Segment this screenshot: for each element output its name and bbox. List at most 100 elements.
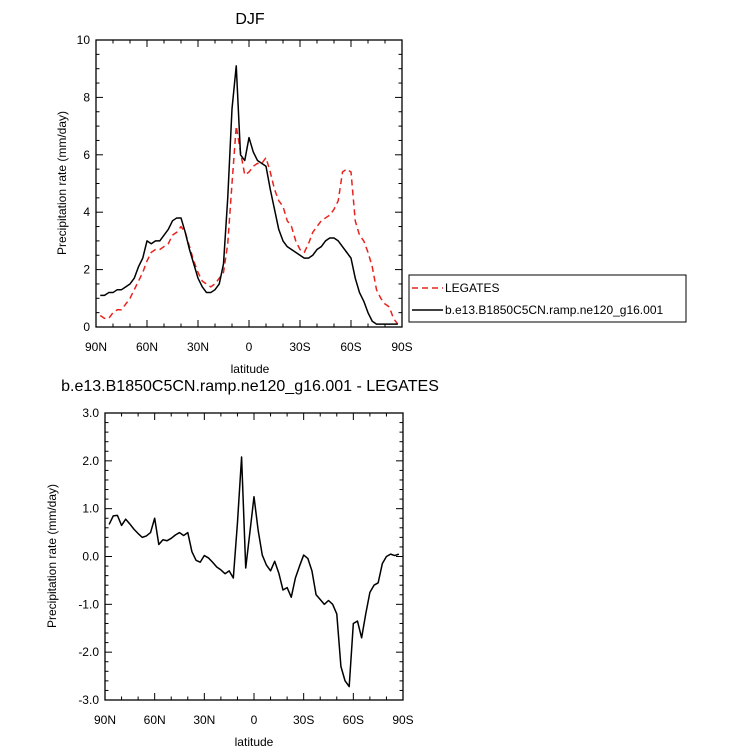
series-0-point <box>308 243 309 244</box>
x-tick-label: 30S <box>289 340 310 354</box>
series-0-point <box>146 535 147 536</box>
series-1-point <box>393 324 394 325</box>
series-0-point <box>112 312 113 313</box>
y-tick-label: 0 <box>83 320 90 334</box>
series-0-point <box>295 240 296 241</box>
series-0-point <box>365 613 366 614</box>
series-0-point <box>278 200 279 201</box>
series-0-point <box>236 126 237 127</box>
series-0-point <box>274 189 275 190</box>
series-1-point <box>321 246 322 247</box>
series-1-point <box>155 240 156 241</box>
x-tick-label: 30N <box>187 340 209 354</box>
series-0-point <box>393 318 394 319</box>
series-0-point <box>265 157 266 158</box>
series-0-point <box>142 537 143 538</box>
series-0-point <box>125 519 126 520</box>
series-0-point <box>282 206 283 207</box>
x-axis-label: latitude <box>231 362 270 376</box>
series-0-point <box>172 235 173 236</box>
mean-precip-panel: DJF 90N 60N 30N 0 30S 60S 90S 0 2 4 6 8 10 latitude… <box>55 11 687 376</box>
series-1-point <box>168 229 169 230</box>
series-0-point <box>159 249 160 250</box>
series-0-point <box>291 597 292 598</box>
y-tick-label: -2.0 <box>78 645 99 659</box>
series-0-point <box>257 163 258 164</box>
series-0-point <box>138 280 139 281</box>
y-tick-label: 6 <box>83 148 90 162</box>
series-0-point <box>206 283 207 284</box>
series-1-point <box>244 160 245 161</box>
series-1-point <box>202 286 203 287</box>
series-0-point <box>138 533 139 534</box>
series-0-point <box>208 557 209 558</box>
series-0-point <box>233 577 234 578</box>
series-0-point <box>340 666 341 667</box>
series-0-point <box>287 220 288 221</box>
series-0-point <box>338 200 339 201</box>
series-1-point <box>270 189 271 190</box>
series-1-point <box>189 249 190 250</box>
series-1-point <box>214 289 215 290</box>
x-tick-label: 90S <box>392 713 413 727</box>
series-1-point <box>325 240 326 241</box>
series-0-point <box>342 171 343 172</box>
legend-box <box>408 274 687 323</box>
series-0-point <box>304 252 305 253</box>
series-1-point <box>151 243 152 244</box>
series-0-point <box>282 589 283 590</box>
series-0-point <box>197 272 198 273</box>
y-tick-label: -3.0 <box>78 693 99 707</box>
series-1-point <box>333 237 334 238</box>
legend-label-model: b.e13.B1850C5CN.ramp.ne120_g16.001 <box>445 303 663 317</box>
series-0-point <box>227 243 228 244</box>
series-0-point <box>162 539 163 540</box>
series-0-point <box>386 556 387 557</box>
series-1-point <box>312 255 313 256</box>
series-1-point <box>129 283 130 284</box>
series-1-point <box>104 295 105 296</box>
series-0-point <box>328 600 329 601</box>
series-0-point <box>320 599 321 600</box>
series-1-point <box>274 209 275 210</box>
series-1-point <box>397 324 398 325</box>
series-line-0 <box>108 456 400 688</box>
series-1-point <box>121 289 122 290</box>
series-1-point <box>342 246 343 247</box>
series-1-point <box>210 292 211 293</box>
chart-title: DJF <box>235 11 265 28</box>
series-1-point <box>219 283 220 284</box>
series-0-point <box>390 554 391 555</box>
x-tick-label: 60N <box>136 340 158 354</box>
x-axis-label: latitude <box>235 735 274 749</box>
series-0-point <box>278 573 279 574</box>
series-0-point <box>134 289 135 290</box>
series-1-point <box>100 295 101 296</box>
series-0-point <box>171 538 172 539</box>
series-1-point <box>236 65 237 66</box>
series-1-point <box>355 278 356 279</box>
x-tick-label: 0 <box>246 340 253 354</box>
series-0-point <box>195 560 196 561</box>
x-tick-label: 90N <box>85 340 107 354</box>
series-0-point <box>191 551 192 552</box>
series-0-point <box>299 249 300 250</box>
series-0-point <box>380 298 381 299</box>
series-1-point <box>291 249 292 250</box>
series-0-point <box>394 555 395 556</box>
series-0-point <box>333 209 334 210</box>
series-0-point <box>180 226 181 227</box>
series-1-point <box>389 324 390 325</box>
series-1-point <box>180 217 181 218</box>
series-1-point <box>248 137 249 138</box>
x-tick-label: 30N <box>193 713 215 727</box>
series-1-point <box>367 312 368 313</box>
y-tick-label: 2.0 <box>82 454 99 468</box>
series-1-point <box>134 278 135 279</box>
series-0-point <box>237 522 238 523</box>
chart-title: b.e13.B1850C5CN.ramp.ne120_g16.001 - LEG… <box>61 378 439 395</box>
y-tick-label: 10 <box>77 33 91 47</box>
series-1-point <box>350 258 351 259</box>
series-0-point <box>325 217 326 218</box>
